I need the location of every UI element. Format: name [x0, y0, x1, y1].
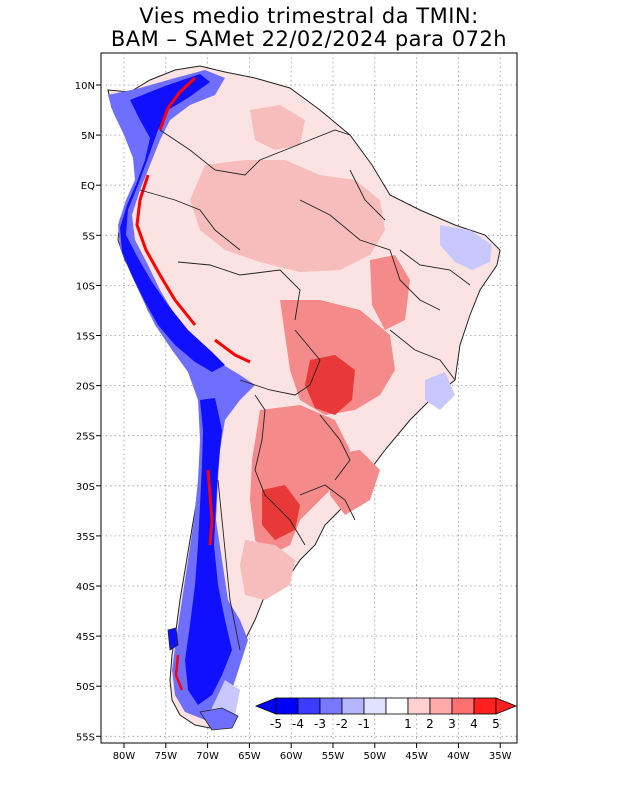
warm-region-northeast	[370, 255, 410, 330]
lon-label-55W: 55W	[322, 751, 345, 762]
colorbar-swatch	[341, 697, 365, 715]
lon-label-45W: 45W	[405, 751, 428, 762]
map-title-line1: Vies medio trimestral da TMIN:	[139, 4, 479, 28]
colorbar-label: 2	[426, 717, 434, 731]
lat-label-50S: 50S	[76, 682, 95, 693]
colorbar-swatch	[319, 697, 343, 715]
chiloe-island	[167, 627, 179, 651]
colorbar-swatch	[473, 697, 497, 715]
lat-label-40S: 40S	[76, 582, 95, 593]
lat-label-55S: 55S	[76, 732, 95, 743]
lon-label-75W: 75W	[154, 751, 177, 762]
colorbar-label: 4	[470, 717, 478, 731]
lat-label-EQ: EQ	[81, 181, 95, 192]
lat-label-45S: 45S	[76, 632, 95, 643]
lon-label-40W: 40W	[447, 751, 470, 762]
warm-region-argentina	[240, 540, 295, 600]
hot-streak-patagonia	[174, 654, 184, 691]
colorbar-label: 5	[492, 717, 500, 731]
lon-label-80W: 80W	[113, 751, 136, 762]
hot-streak-colombia	[158, 76, 197, 131]
lat-label-25S: 25S	[76, 432, 95, 443]
lat-label-10N: 10N	[75, 81, 95, 92]
colorbar-label: -1	[358, 717, 370, 731]
colorbar-label: -2	[336, 717, 348, 731]
map-title-line2: BAM – SAMet 22/02/2024 para 072h	[110, 27, 508, 51]
hot-streak-bolivia	[214, 338, 251, 364]
colorbar-label: 1	[404, 717, 412, 731]
lat-label-5S: 5S	[82, 231, 95, 242]
colorbar-swatch	[407, 697, 431, 715]
colorbar-swatch	[451, 697, 475, 715]
cold-southeast-coast	[425, 372, 455, 410]
country-borders	[139, 129, 471, 651]
hot-streak-argentina-andes	[206, 469, 214, 546]
colorbar-swatch	[275, 697, 299, 715]
colorbar: -5 -4 -3 -2 -1 1 2 3 4 5	[254, 697, 518, 731]
lat-label-5N: 5N	[81, 131, 95, 142]
cold-andes-core	[120, 74, 225, 372]
warm-region-north	[250, 105, 305, 150]
colorbar-label: 3	[448, 717, 456, 731]
hot-streak-peru	[135, 174, 197, 326]
lon-label-35W: 35W	[489, 751, 512, 762]
cold-northeast-coast	[440, 225, 492, 270]
lat-label-20S: 20S	[76, 382, 95, 393]
colorbar-swatch	[363, 697, 387, 715]
warm-region-amazon	[190, 160, 385, 272]
latitude-labels: 10N 5N EQ 5S 10S 15S 20S 25S 30S 35S 40S 45S 50S 55S	[75, 81, 101, 743]
lat-label-15S: 15S	[76, 332, 95, 343]
colorbar-arrow-right	[495, 697, 518, 715]
colorbar-label: -4	[292, 717, 304, 731]
warm-region-coast-uruguay	[330, 450, 380, 515]
lat-label-30S: 30S	[76, 482, 95, 493]
colorbar-label: -5	[270, 717, 282, 731]
cold-chile-core	[185, 398, 232, 705]
lat-label-10S: 10S	[76, 281, 95, 292]
warm-core-pampas	[262, 485, 300, 540]
colorbar-label: -3	[314, 717, 326, 731]
colorbar-swatch	[297, 697, 321, 715]
cold-andes-outer	[108, 70, 255, 720]
lon-label-50W: 50W	[363, 751, 386, 762]
lat-label-35S: 35S	[76, 532, 95, 543]
lon-label-60W: 60W	[280, 751, 303, 762]
lon-label-70W: 70W	[196, 751, 219, 762]
colorbar-swatch	[385, 697, 409, 715]
warm-core-paraguay	[305, 355, 355, 415]
longitude-labels: 80W 75W 70W 65W 60W 55W 50W 45W 40W 35W	[113, 743, 512, 762]
lon-label-65W: 65W	[238, 751, 261, 762]
tierra-del-fuego	[199, 707, 239, 731]
colorbar-swatch	[429, 697, 453, 715]
